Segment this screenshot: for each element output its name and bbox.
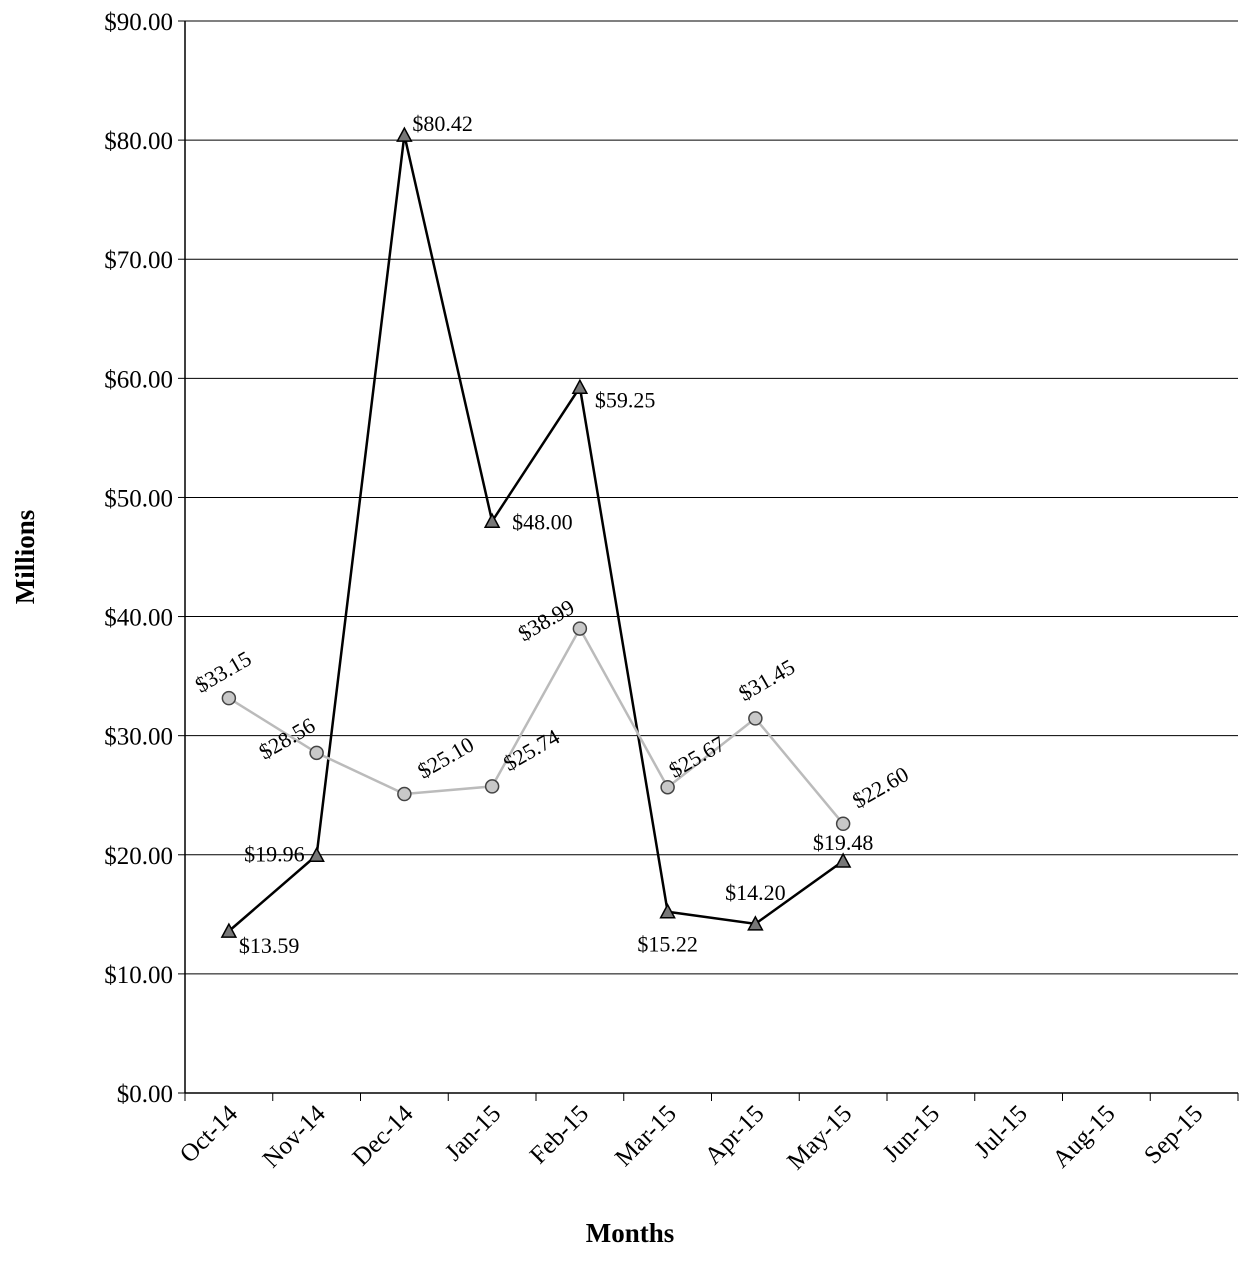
data-label: $25.74 [499,724,564,776]
marker [484,779,500,794]
marker [397,786,412,802]
marker [483,512,501,529]
marker [308,846,325,863]
x-tick-label: Aug-15 [1048,1100,1121,1173]
x-tick-label: Jul-15 [970,1100,1033,1163]
x-tick-label: Feb-15 [525,1100,594,1169]
marker [835,816,851,832]
data-label: $14.20 [725,880,786,905]
data-label: $33.15 [191,646,256,698]
marker [220,922,238,938]
y-tick-label: $40.00 [104,605,173,632]
x-tick-label: Mar-15 [610,1100,682,1172]
data-label: $19.48 [813,830,874,855]
y-tick-label: $70.00 [104,247,173,274]
marker [659,903,676,919]
y-tick-label: $20.00 [104,843,173,870]
data-label: $31.45 [734,654,799,706]
y-tick-label: $0.00 [117,1081,173,1108]
data-label: $22.60 [848,761,913,813]
y-tick-label: $60.00 [104,366,173,393]
marker [748,711,763,726]
data-label: $19.96 [244,841,305,866]
x-tick-label: May-15 [782,1100,857,1175]
x-tick-label: Dec-14 [347,1100,418,1171]
y-axis-title: Millions [10,510,40,605]
y-tick-label: $80.00 [104,128,173,155]
series-line [228,134,844,933]
marker [747,915,764,931]
data-label: $48.00 [512,509,573,534]
series-line [228,626,845,825]
data-label: $13.59 [239,933,300,958]
marker [660,779,675,795]
data-label: $25.10 [413,732,478,784]
x-tick-label: Nov-14 [258,1100,331,1173]
data-label: $80.42 [412,111,473,136]
y-tick-label: $90.00 [104,9,173,36]
data-label: $59.25 [595,387,656,412]
y-tick-label: $30.00 [104,724,173,751]
data-label: $25.67 [664,731,729,783]
y-tick-label: $10.00 [104,962,173,989]
y-tick-label: $50.00 [104,485,173,512]
data-label: $15.22 [637,932,698,957]
data-label: $38.99 [514,594,579,646]
marker [309,745,324,761]
x-tick-label: Apr-15 [700,1100,770,1170]
x-tick-label: Jun-15 [878,1100,945,1167]
marker [834,852,852,868]
x-axis-title: Months [586,1218,675,1248]
x-tick-label: Jan-15 [440,1100,506,1166]
x-tick-label: Sep-15 [1139,1100,1208,1169]
marker [221,690,237,706]
marker [571,378,589,395]
marker [396,126,413,142]
x-tick-label: Oct-14 [175,1100,244,1169]
marker [572,621,588,636]
